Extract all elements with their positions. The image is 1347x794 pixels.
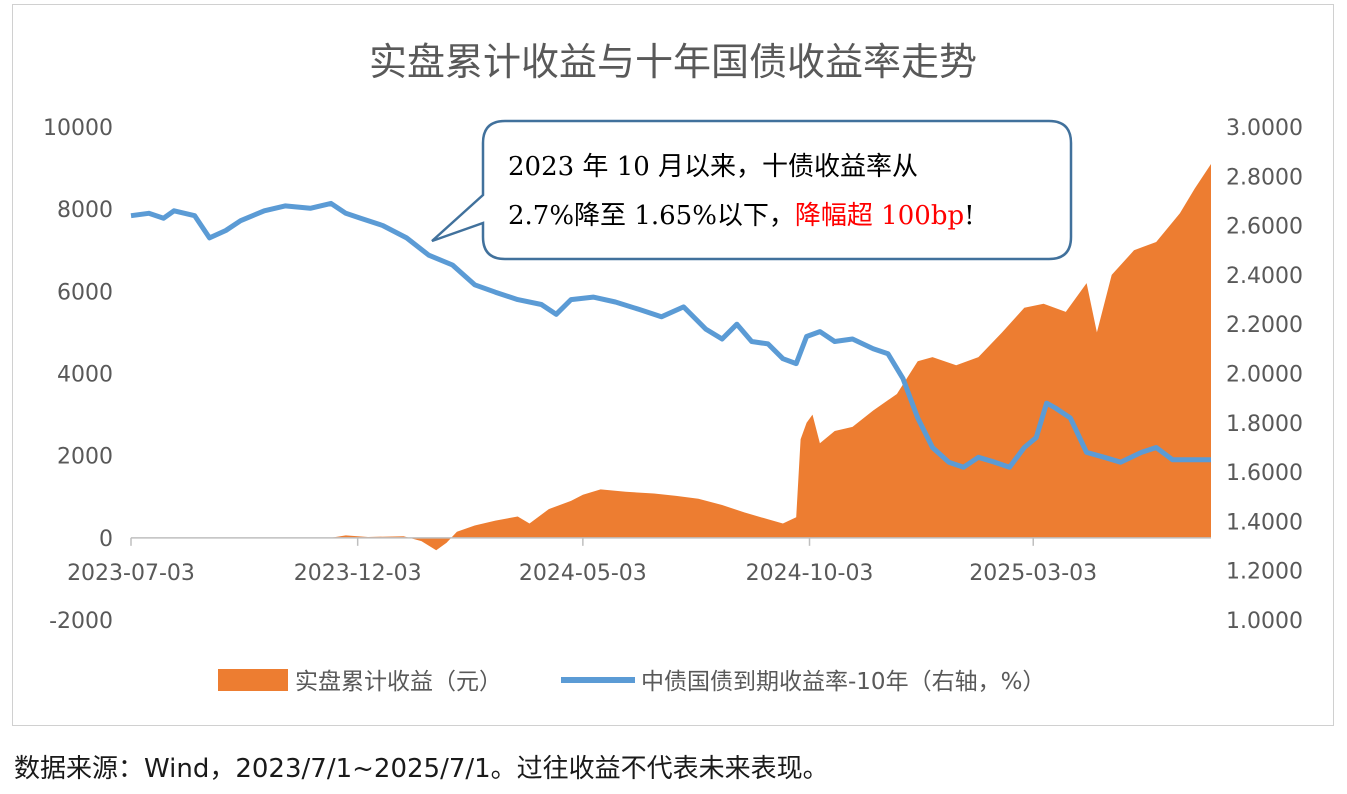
y-right-tick-label: 1.2000 [1226,560,1303,585]
y-left-tick-label: 0 [99,527,113,552]
y-right-tick-label: 2.4000 [1226,264,1303,289]
callout-bubble [431,119,1073,261]
y-right-tick-label: 1.8000 [1226,412,1303,437]
x-tick-label: 2025-03-03 [969,561,1097,586]
y-left-tick-label: 2000 [57,445,113,470]
chart-frame: 实盘累计收益与十年国债收益率走势 2023-07-03 2023-12-03 202… [12,4,1334,726]
y-left-tick-label: 4000 [57,363,113,388]
callout-line-2: 2.7%降至 1.65%以下，降幅超 100bp! [508,201,975,231]
source-note: 数据来源：Wind，2023/7/1~2025/7/1。过往收益不代表未来表现。 [14,754,829,784]
line-series-10y-yield [130,200,1211,470]
y-right-tick-label: 3.0000 [1226,116,1303,141]
callout-line-2-text: 2.7%降至 1.65%以下， [508,201,795,231]
x-tick-label: 2024-10-03 [746,561,874,586]
x-tick-label: 2023-12-03 [294,561,422,586]
y-left-tick-label: 8000 [57,198,113,223]
callout-box: 2023 年 10 月以来，十债收益率从 2.7%降至 1.65%以下，降幅超 … [431,119,1073,261]
y-right-tick-label: 2.6000 [1226,215,1303,240]
x-tick-label: 2023-07-03 [67,561,195,586]
y-left-tick-label: 6000 [57,280,113,305]
legend: 实盘累计收益（元） 中债国债到期收益率-10年（右轴，%） [218,669,1045,695]
y-right-tick-label: 2.0000 [1226,363,1303,388]
axes: 2023-07-03 2023-12-03 2024-05-03 2024-10-03… [43,116,1303,634]
y-right-tick-label: 1.4000 [1226,510,1303,535]
x-tick-label: 2024-05-03 [519,561,647,586]
legend-label-line: 中债国债到期收益率-10年（右轴，%） [641,669,1045,695]
callout-line-2-end: ! [964,201,974,231]
y-right-tick-label: 1.6000 [1226,461,1303,486]
y-right-tick-label: 2.8000 [1226,165,1303,190]
chart-svg: 实盘累计收益与十年国债收益率走势 2023-07-03 2023-12-03 202… [43,40,1303,695]
legend-swatch-area [218,669,288,691]
y-right-tick-label: 2.2000 [1226,313,1303,338]
legend-label-area: 实盘累计收益（元） [295,669,502,695]
y-left-tick-label: 10000 [43,116,113,141]
callout-highlight: 降幅超 100bp [795,201,964,231]
plot-area [130,164,1211,551]
chart-title: 实盘累计收益与十年国债收益率走势 [369,40,977,84]
y-right-tick-label: 1.0000 [1226,609,1303,634]
y-left-tick-label: -2000 [49,609,113,634]
callout-line-1: 2023 年 10 月以来，十债收益率从 [508,152,918,182]
